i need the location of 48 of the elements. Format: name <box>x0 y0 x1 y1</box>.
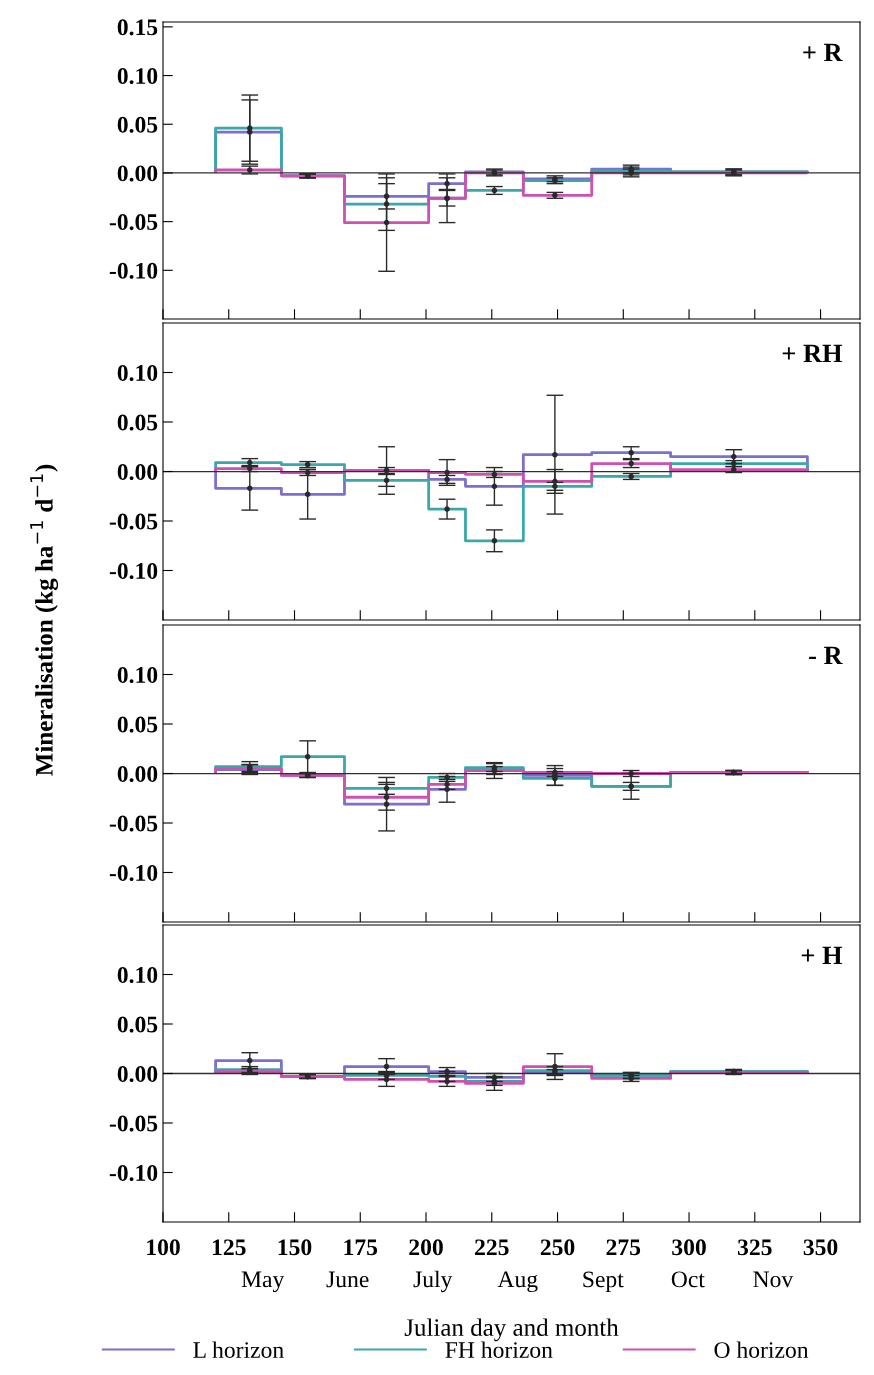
y-tick-label: -0.10 <box>109 864 158 882</box>
y-tick-label: 0.05 <box>117 716 158 733</box>
text: June <box>326 1271 369 1288</box>
text: May <box>241 1271 285 1293</box>
y-tick-label: 0.10 <box>117 966 158 984</box>
y-tick-label: 0.05 <box>117 1016 158 1033</box>
text: + RH <box>782 344 843 363</box>
x-tick-label: 350 <box>803 1239 838 1256</box>
text: + R <box>803 43 843 62</box>
y-tick-label: -0.05 <box>109 815 158 832</box>
y-tick-label: -0.05 <box>109 1115 158 1132</box>
y-tick-label: -0.05 <box>109 214 158 231</box>
x-tick-label: 125 <box>212 1239 246 1256</box>
y-tick-label: -0.05 <box>109 513 158 530</box>
y-tick-label: 0.10 <box>117 666 158 684</box>
x-tick-label: 175 <box>344 1239 378 1256</box>
x-tick-label: 100 <box>147 1239 180 1256</box>
text: + H <box>801 946 843 965</box>
x-tick-label: 250 <box>540 1239 575 1256</box>
legend-label: O horizon <box>714 1341 809 1359</box>
y-tick-label: -0.10 <box>109 262 158 279</box>
y-tick-label: 0.05 <box>117 414 158 431</box>
y-tick-label: -0.10 <box>109 562 158 580</box>
y-tick-label: 0.00 <box>117 463 158 481</box>
y-tick-label: -0.10 <box>109 1164 158 1182</box>
x-tick-label: 225 <box>475 1239 509 1256</box>
text: Aug <box>497 1271 538 1293</box>
y-tick-label: 0.10 <box>117 364 158 382</box>
y-axis-title: Mineralisation (kg ha$^{−1}$ d$^{−1}$) <box>30 464 59 776</box>
y-tick-label: 0.05 <box>117 116 158 133</box>
y-tick-label: 0.00 <box>117 765 158 783</box>
y-tick-label: 0.10 <box>117 68 158 85</box>
y-tick-label: 0.00 <box>117 1065 158 1083</box>
y-tick-label: 0.00 <box>117 165 158 182</box>
x-tick-label: 150 <box>278 1239 312 1256</box>
text: Oct <box>671 1271 705 1288</box>
text: July <box>413 1270 453 1293</box>
y-tick-label: 0.15 <box>117 19 158 36</box>
x-tick-label: 200 <box>409 1239 443 1256</box>
legend-label: L horizon <box>193 1341 284 1359</box>
x-axis-title: Julian day and month <box>404 1318 619 1342</box>
x-tick-label: 300 <box>672 1239 706 1256</box>
text: Nov <box>753 1271 794 1288</box>
x-tick-label: 275 <box>606 1239 641 1256</box>
text: - R <box>809 646 843 665</box>
text: Sept <box>583 1271 624 1293</box>
legend-label: FH horizon <box>445 1341 553 1359</box>
x-tick-label: 325 <box>737 1239 772 1256</box>
